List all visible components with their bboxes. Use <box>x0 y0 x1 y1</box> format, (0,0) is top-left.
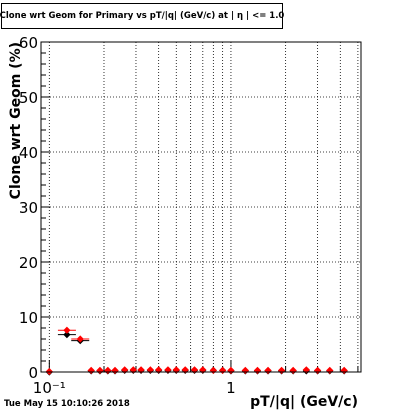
grid <box>41 42 361 372</box>
marker-red <box>264 367 271 374</box>
marker-red <box>242 367 249 374</box>
marker-red <box>104 367 111 374</box>
marker-red <box>111 367 118 374</box>
y-axis-label: Clone wrt Geom (%) <box>8 42 24 199</box>
axis-ticks <box>41 42 358 372</box>
x-tick-label: 10⁻¹ <box>33 379 66 397</box>
marker-red <box>96 367 103 374</box>
marker-red <box>314 367 321 374</box>
x-axis-label: pT/|q| (GeV/c) <box>250 394 358 410</box>
marker-red <box>210 367 217 374</box>
marker-red <box>227 367 234 374</box>
marker-red <box>278 367 285 374</box>
y-tick-label: 20 <box>19 254 38 272</box>
x-tick-label: 1 <box>226 379 236 397</box>
data-markers <box>46 327 348 376</box>
marker-red <box>46 368 53 375</box>
y-tick-label: 10 <box>19 309 38 327</box>
marker-red <box>341 367 348 374</box>
marker-red <box>254 367 261 374</box>
marker-red <box>290 367 297 374</box>
timestamp: Tue May 15 10:10:26 2018 <box>4 399 130 409</box>
marker-red <box>326 367 333 374</box>
marker-red <box>63 327 70 334</box>
marker-red <box>88 367 95 374</box>
marker-red <box>219 367 226 374</box>
y-tick-label: 30 <box>19 199 38 217</box>
